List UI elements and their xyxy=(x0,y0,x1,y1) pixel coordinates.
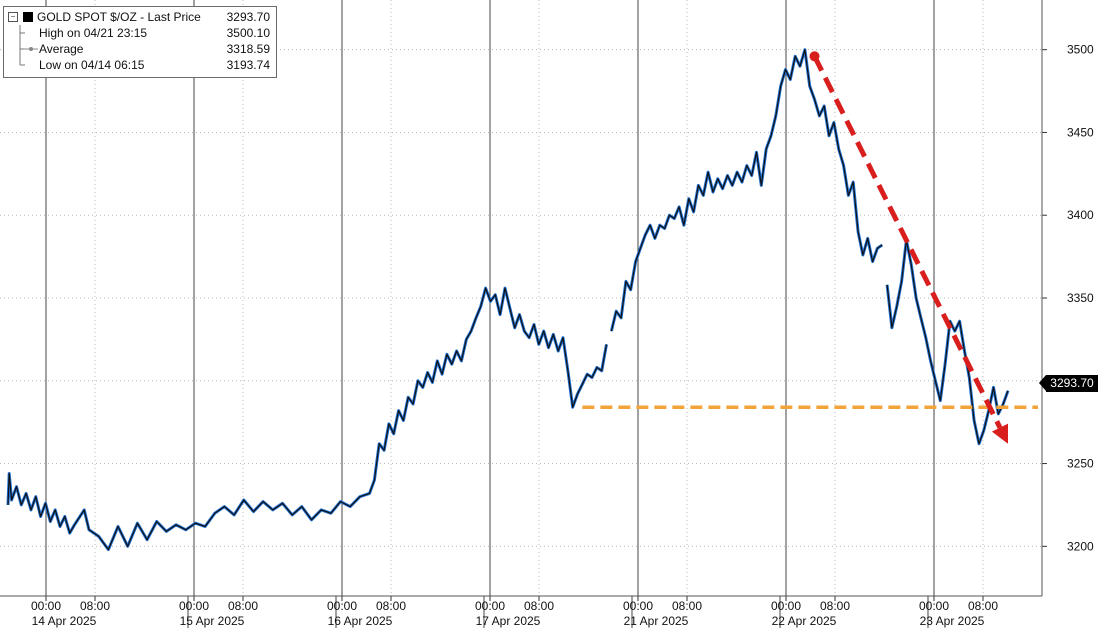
tree-connector-icon xyxy=(19,25,25,41)
trend-arrow-start-dot xyxy=(809,51,820,62)
average-line-icon xyxy=(24,47,38,51)
legend-last-price: 3293.70 xyxy=(226,10,270,24)
price-series xyxy=(6,48,1010,552)
x-date-label: 22 Apr 2025 xyxy=(772,614,837,628)
price-line xyxy=(7,287,608,551)
y-tick-label: 3500 xyxy=(1067,43,1094,57)
x-tick-label: 00:00 xyxy=(31,599,61,613)
annotations xyxy=(582,51,1038,444)
x-tick-label: 08:00 xyxy=(376,599,406,613)
legend-row-low: Low on 04/14 06:15 3193.74 xyxy=(4,57,272,73)
x-date-label: 21 Apr 2025 xyxy=(624,614,689,628)
x-tick-label: 00:00 xyxy=(475,599,505,613)
series-color-swatch xyxy=(23,12,33,22)
x-tick-label: 00:00 xyxy=(179,599,209,613)
legend-series-name: GOLD SPOT $/OZ - Last Price xyxy=(37,10,201,24)
legend-low-label: Low on 04/14 06:15 xyxy=(39,58,145,72)
y-tick-label: 3350 xyxy=(1067,291,1094,305)
legend-low-value: 3193.74 xyxy=(226,58,270,72)
legend-average-label: Average xyxy=(39,42,84,56)
price-line xyxy=(610,49,883,332)
last-price-tag: 3293.70 xyxy=(1039,375,1098,392)
x-tick-label: 00:00 xyxy=(771,599,801,613)
x-date-label: 16 Apr 2025 xyxy=(328,614,393,628)
tree-connector-icon xyxy=(19,57,25,66)
chart-grid xyxy=(0,0,1042,596)
x-tick-label: 08:00 xyxy=(524,599,554,613)
y-tick-label: 3250 xyxy=(1067,457,1094,471)
y-tick-label: 3400 xyxy=(1067,208,1094,222)
x-date-label: 17 Apr 2025 xyxy=(476,614,541,628)
x-tick-label: 00:00 xyxy=(623,599,653,613)
legend-high-label: High on 04/21 23:15 xyxy=(39,26,148,40)
legend-average-value: 3318.59 xyxy=(226,42,270,56)
x-date-label: 23 Apr 2025 xyxy=(920,614,985,628)
x-tick-label: 08:00 xyxy=(80,599,110,613)
x-tick-label: 08:00 xyxy=(968,599,998,613)
trend-arrow-shaft xyxy=(812,55,1003,429)
legend-row-average: Average 3318.59 xyxy=(4,41,272,57)
trend-arrow-head xyxy=(991,423,1009,444)
legend-row-high: High on 04/21 23:15 3500.10 xyxy=(4,25,272,41)
x-tick-label: 00:00 xyxy=(327,599,357,613)
x-tick-label: 08:00 xyxy=(672,599,702,613)
price-line-shadow xyxy=(6,286,608,552)
legend-high-value: 3500.10 xyxy=(226,26,270,40)
x-date-label: 15 Apr 2025 xyxy=(180,614,245,628)
collapse-icon[interactable]: − xyxy=(8,12,18,22)
x-tick-label: 08:00 xyxy=(228,599,258,613)
legend-box: − GOLD SPOT $/OZ - Last Price 3293.70 Hi… xyxy=(3,6,277,78)
x-date-label: 14 Apr 2025 xyxy=(32,614,97,628)
x-tick-label: 00:00 xyxy=(919,599,949,613)
y-tick-label: 3450 xyxy=(1067,125,1094,139)
y-tick-label: 3200 xyxy=(1067,539,1094,553)
x-tick-label: 08:00 xyxy=(820,599,850,613)
price-line-shadow xyxy=(609,48,884,332)
price-line xyxy=(886,239,1009,445)
legend-title-row: − GOLD SPOT $/OZ - Last Price 3293.70 xyxy=(4,9,272,25)
